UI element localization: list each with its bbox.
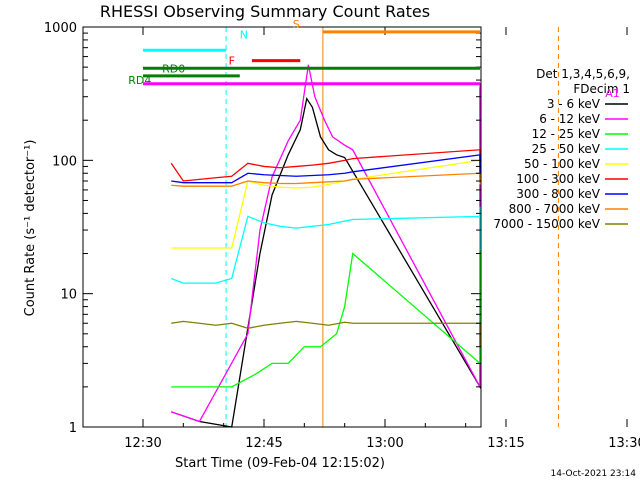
y-axis-title: Count Rate (s⁻¹ detector⁻¹) [23,140,38,317]
x-tick-label: 13:00 [366,436,403,451]
timestamp-stamp: 14-Oct-2021 23:14 [551,469,637,479]
legend-entry-label: 12 - 25 keV [532,127,601,141]
series-line [171,213,481,388]
legend-header: FDecim 1 [573,82,630,96]
y-tick-label: 1000 [44,21,77,36]
y-axis: 1 10 100 1000 [44,21,481,436]
x-tick-label: 12:45 [245,436,282,451]
state-annotations: NNSFRD0RD4A1A0 [18,0,640,100]
series-line [171,64,481,423]
x-tick-label: 13:30 [608,436,640,451]
state-label: A1 [605,87,620,100]
legend-entry-label: 6 - 12 keV [539,112,601,126]
legend-entry-label: 25 - 50 keV [532,142,601,156]
x-tick-label: 12:30 [124,436,161,451]
x-tick-label: 13:15 [487,436,524,451]
legend-entry-label: 100 - 300 keV [516,172,600,186]
y-tick-label: 100 [52,154,77,169]
state-label: RD0 [162,62,185,75]
series-line [171,154,481,184]
state-label: N [18,0,26,3]
series-line [171,320,481,347]
series-line [171,172,481,187]
series-line [171,87,481,428]
y-tick-label: 1 [69,421,77,436]
series-line [170,149,481,182]
legend-entry-label: 50 - 100 keV [524,157,601,171]
legend-header: Det 1,3,4,5,6,9, [536,67,630,81]
y-tick-label: 10 [60,288,77,303]
legend-entry-label: 3 - 6 keV [547,97,601,111]
state-label: F [229,55,235,68]
state-label: N [240,28,248,41]
plot-frame [82,26,482,428]
series-line [171,159,481,249]
x-axis-title: Start Time (09-Feb-04 12:15:02) [175,456,385,471]
legend-entry-label: 800 - 7000 keV [509,202,601,216]
state-label: S [293,18,300,31]
series-line [171,206,481,284]
plot-area [170,27,559,428]
legend-entry-label: 7000 - 15000 keV [493,217,600,231]
chart-title: RHESSI Observing Summary Count Rates [100,2,430,21]
legend-entry-label: 300 - 800 keV [516,187,600,201]
